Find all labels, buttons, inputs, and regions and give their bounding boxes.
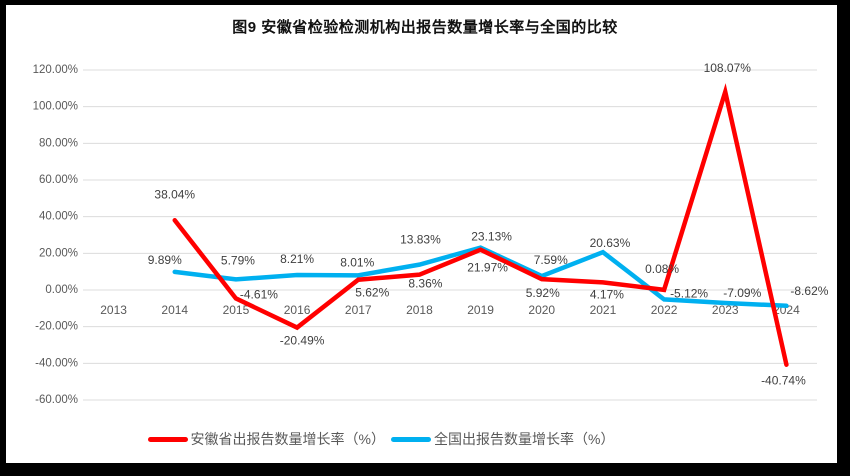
data-label: 20.63%: [590, 236, 631, 250]
data-label: 5.79%: [221, 253, 255, 267]
x-axis-tick-label: 2014: [161, 303, 188, 317]
x-axis-tick-label: 2023: [712, 303, 739, 317]
data-label: 0.08%: [645, 262, 679, 276]
data-label: 9.89%: [148, 253, 182, 267]
data-label: -8.62%: [790, 284, 828, 298]
data-label: 8.21%: [280, 252, 314, 266]
data-label: 13.83%: [400, 233, 441, 247]
chart-background: [6, 5, 837, 463]
y-axis-tick-label: 20.00%: [39, 247, 78, 259]
x-axis-tick-label: 2018: [406, 303, 433, 317]
y-axis-tick-label: -20.00%: [35, 321, 78, 333]
y-axis-tick-label: -60.00%: [35, 394, 78, 406]
x-axis-tick-label: 2017: [345, 303, 372, 317]
data-label: 7.59%: [534, 253, 568, 267]
data-label: 8.01%: [340, 255, 374, 269]
data-label: 108.07%: [704, 61, 752, 75]
x-axis-tick-label: 2013: [100, 303, 127, 317]
y-axis-tick-label: 100.00%: [33, 101, 78, 113]
x-axis-tick-label: 2015: [223, 303, 250, 317]
y-axis-tick-label: 0.00%: [45, 284, 78, 296]
data-label: 4.17%: [590, 287, 624, 301]
series-line: [172, 83, 789, 367]
national-series-marker-icon: [391, 436, 431, 442]
data-label: 38.04%: [154, 187, 195, 201]
legend-item-national: 全国出报告数量增长率（%）: [391, 429, 614, 449]
data-label: -4.61%: [240, 287, 278, 301]
y-axis-tick-label: 40.00%: [39, 211, 78, 223]
data-label: 23.13%: [471, 230, 512, 244]
data-label: 5.92%: [526, 286, 560, 300]
legend-item-anhui: 安徽省出报告数量增长率（%）: [147, 429, 385, 449]
x-axis-tick-label: 2016: [284, 303, 311, 317]
national-series-label: 全国出报告数量增长率（%）: [434, 431, 615, 447]
y-axis-tick-label: -40.00%: [35, 357, 78, 369]
data-label: 21.97%: [467, 261, 508, 275]
data-label: -7.09%: [723, 286, 761, 300]
anhui-series-label: 安徽省出报告数量增长率（%）: [190, 431, 385, 447]
x-axis-tick-label: 2019: [467, 303, 494, 317]
x-axis-tick-label: 2022: [651, 303, 678, 317]
x-axis-tick-label: 2021: [590, 303, 617, 317]
data-label: 5.62%: [355, 286, 389, 300]
y-axis-tick-label: 80.00%: [39, 137, 78, 149]
data-label: -40.74%: [761, 374, 806, 388]
y-axis-tick-label: 120.00%: [33, 64, 78, 76]
anhui-series-marker-icon: [147, 436, 188, 442]
data-label: -20.49%: [280, 334, 325, 348]
data-label: 8.36%: [408, 277, 442, 291]
data-label: -5.12%: [670, 286, 708, 300]
y-axis-tick-label: 60.00%: [39, 174, 78, 186]
chart-title: 图9 安徽省检验检测机构出报告数量增长率与全国的比较: [232, 19, 618, 36]
chart-legend: 安徽省出报告数量增长率（%） 全国出报告数量增长率（%）: [0, 429, 806, 449]
x-axis-tick-label: 2020: [528, 303, 555, 317]
